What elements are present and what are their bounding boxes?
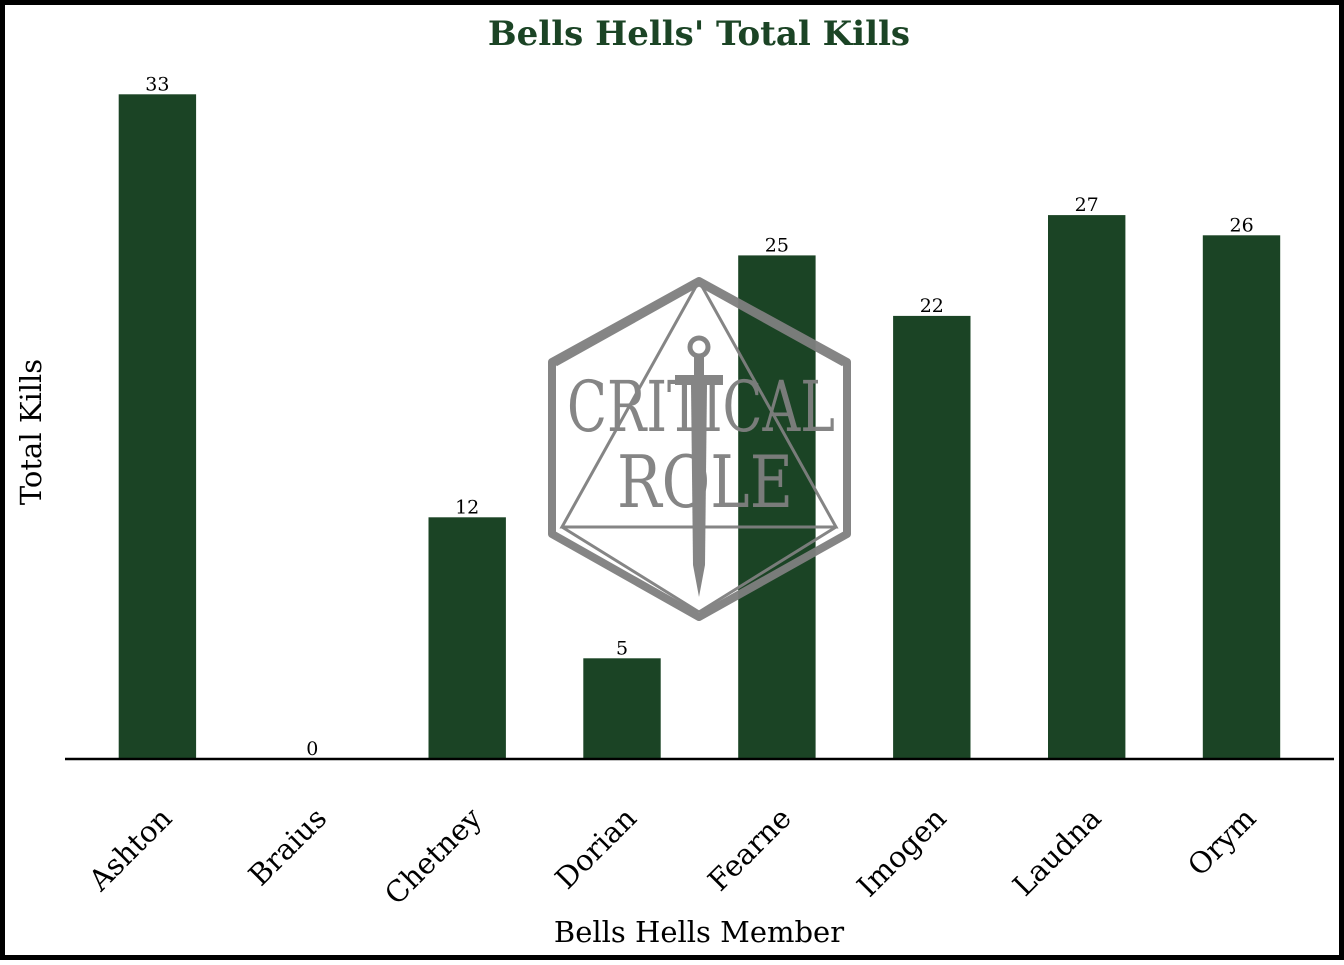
value-label-imogen: 22 <box>920 295 944 317</box>
sword-icon <box>675 335 723 597</box>
bar-imogen <box>893 315 971 759</box>
x-tick-label-orym: Orym <box>1181 801 1263 883</box>
x-tick-label-fearne: Fearne <box>701 801 798 898</box>
value-label-orym: 26 <box>1230 214 1254 236</box>
value-label-laudna: 27 <box>1075 194 1099 216</box>
bar-chart: Bells Hells' Total Kills 33012525222726 … <box>14 14 1334 949</box>
bar-dorian <box>583 658 661 759</box>
x-tick-label-ashton: Ashton <box>81 801 178 898</box>
bar-laudna <box>1048 215 1126 760</box>
value-label-braius: 0 <box>306 738 318 760</box>
x-tick-labels: Ashton Braius Chetney Dorian Fearne Imogen Lau… <box>81 800 1262 911</box>
y-axis-title: Total Kills <box>14 359 48 505</box>
bar-orym <box>1202 235 1281 760</box>
bar-ashton <box>118 94 197 760</box>
bar-chetney <box>428 517 506 759</box>
x-tick-label-laudna: Laudna <box>1006 801 1108 903</box>
value-labels-layer: 33 0 12 5 25 22 27 26 <box>145 73 1253 760</box>
value-label-chetney: 12 <box>455 496 479 518</box>
x-axis-title: Bells Hells Member <box>554 915 844 949</box>
x-tick-label-braius: Braius <box>242 801 333 892</box>
x-tick-label-imogen: Imogen <box>850 801 952 903</box>
x-tick-label-dorian: Dorian <box>548 801 643 896</box>
value-label-ashton: 33 <box>145 73 169 95</box>
value-label-fearne: 25 <box>765 234 789 256</box>
critical-role-logo-icon: CRITICAL ROLE <box>548 277 851 621</box>
value-label-dorian: 5 <box>616 637 628 659</box>
chart-title: Bells Hells' Total Kills <box>488 14 910 54</box>
x-tick-label-chetney: Chetney <box>378 800 489 911</box>
